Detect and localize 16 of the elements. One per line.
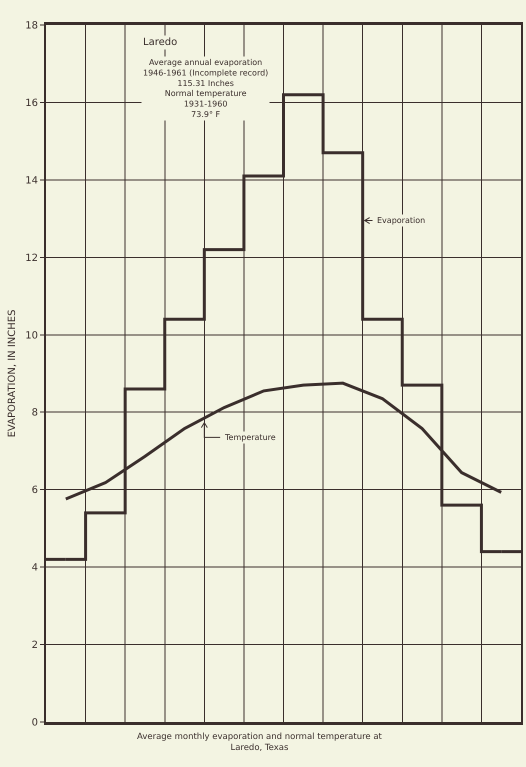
y-tick-label: 2 bbox=[32, 640, 38, 652]
y-tick-label: 18 bbox=[25, 20, 38, 32]
y-axis-title: EVAPORATION, IN INCHES bbox=[6, 310, 18, 438]
y-tick-label: 8 bbox=[32, 408, 38, 419]
y-tick-label: 0 bbox=[32, 718, 38, 728]
y-tick-label: 14 bbox=[25, 175, 38, 186]
y-tick-label: 12 bbox=[25, 252, 38, 264]
y-tick-label: 6 bbox=[32, 485, 38, 496]
y-tick-label: 4 bbox=[32, 562, 38, 574]
legend-label: Evaporation bbox=[377, 216, 426, 225]
y-tick-label: 16 bbox=[25, 98, 38, 109]
text: Temperature bbox=[224, 433, 276, 442]
text: Laredo bbox=[143, 37, 178, 48]
y-tick-label: 10 bbox=[25, 330, 38, 342]
text: Average annual evaporation 1946-1961 (Incomplete record) 115.31 Inches Normal temperature 1931-1960 73.9° F bbox=[143, 58, 268, 119]
text: Average monthly evaporation and normal temperature at Laredo, Texas bbox=[137, 732, 383, 754]
